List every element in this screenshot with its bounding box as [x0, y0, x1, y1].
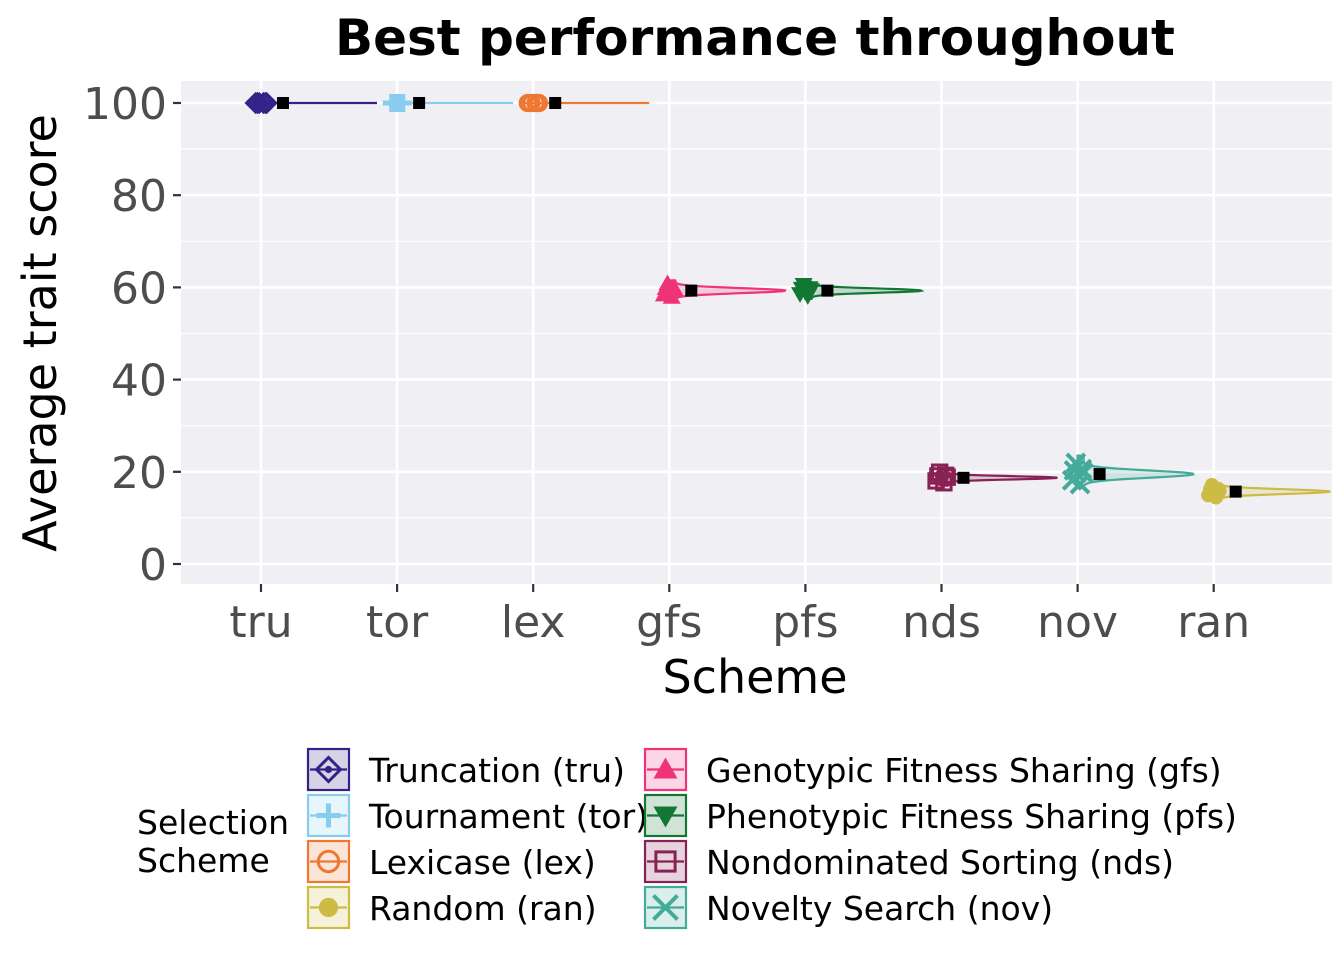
legend-marker-tor [316, 803, 341, 828]
violin-group-pfs [791, 277, 925, 305]
legend-label-tor: Tournament (tor) [368, 797, 648, 836]
legend-label-gfs: Genotypic Fitness Sharing (gfs) [706, 751, 1222, 790]
y-tick-label: 20 [111, 448, 167, 499]
point-ran [1202, 482, 1218, 497]
legend-marker-lex [316, 849, 341, 874]
y-tick-label: 80 [111, 171, 167, 222]
violin-group-nov [1061, 452, 1195, 495]
point-tor [384, 94, 403, 112]
legend-label-ran: Random (ran) [369, 889, 597, 928]
chart-title: Best performance throughout [335, 9, 1175, 67]
y-tick-label: 100 [83, 79, 167, 130]
point-nov [1063, 459, 1085, 481]
x-tick-label: pfs [772, 597, 838, 648]
mean-marker-lex [549, 97, 562, 109]
violin-group-tru [244, 91, 377, 115]
violin-marks [244, 91, 1331, 505]
legend-item-gfs: Genotypic Fitness Sharing (gfs) [643, 747, 1222, 792]
y-axis-title: Average trait score [13, 114, 67, 552]
x-tick-label: nov [1037, 597, 1118, 648]
legend-item-nds: Nondominated Sorting (nds) [643, 839, 1174, 884]
x-tick-label: gfs [636, 597, 702, 648]
legend-item-tru: Truncation (tru) [306, 747, 625, 792]
mean-marker-tor [413, 97, 426, 109]
legend-marker-pfs [653, 806, 678, 828]
x-tick-label: tor [366, 597, 429, 648]
mean-marker-tru [277, 97, 289, 109]
y-tick-label: 60 [111, 263, 167, 314]
x-tick-label: ran [1177, 597, 1250, 648]
point-pfs [792, 281, 811, 298]
point-gfs [656, 279, 675, 295]
plot-panel [181, 81, 1332, 584]
legend-label-pfs: Phenotypic Fitness Sharing (pfs) [706, 797, 1237, 836]
violin-nov [1076, 454, 1195, 490]
mean-marker-ran [1229, 485, 1242, 498]
violin-group-gfs [654, 274, 787, 304]
violin-group-lex [518, 93, 650, 113]
x-axis-title: Scheme [662, 650, 847, 704]
legend-label-lex: Lexicase (lex) [369, 843, 596, 882]
mean-marker-nov [1093, 468, 1106, 481]
y-tick-label: 40 [111, 356, 167, 407]
legend-item-nov: Novelty Search (nov) [643, 885, 1053, 930]
legend-item-ran: Random (ran) [306, 885, 597, 930]
legend-item-tor: Tournament (tor) [306, 793, 648, 838]
mean-marker-pfs [821, 284, 834, 297]
violin-group-nds [927, 463, 1058, 492]
legend-label-nds: Nondominated Sorting (nds) [706, 843, 1174, 882]
x-tick-label: lex [501, 597, 566, 648]
legend-item-pfs: Phenotypic Fitness Sharing (pfs) [643, 793, 1237, 838]
violin-group-ran [1201, 478, 1331, 505]
x-tick-label: tru [229, 597, 292, 648]
x-axis: tru tor lex gfs pfs nds nov ran [229, 584, 1250, 648]
legend: Selection Scheme Truncation (tru) Tournam… [137, 747, 1237, 930]
point-nds [929, 467, 947, 485]
legend-marker-nov [652, 894, 679, 921]
point-lex [520, 93, 539, 113]
violin-group-tor [382, 94, 514, 112]
legend-label-tru: Truncation (tru) [368, 751, 625, 790]
legend-marker-gfs [653, 757, 678, 779]
legend-title-line-2: Scheme [137, 841, 270, 880]
legend-title-line-1: Selection [137, 803, 289, 842]
x-tick-label: nds [902, 597, 981, 648]
mean-marker-nds [957, 471, 970, 484]
legend-label-nov: Novelty Search (nov) [706, 889, 1053, 928]
mean-marker-gfs [685, 284, 698, 297]
legend-item-lex: Lexicase (lex) [306, 839, 596, 884]
legend-marker-ran [318, 897, 339, 918]
y-tick-label: 0 [139, 540, 167, 591]
legend-marker-nds [654, 850, 677, 873]
point-tru [246, 91, 269, 115]
legend-marker-tru [314, 755, 343, 784]
y-axis: 0 20 40 60 80 100 [83, 79, 181, 591]
